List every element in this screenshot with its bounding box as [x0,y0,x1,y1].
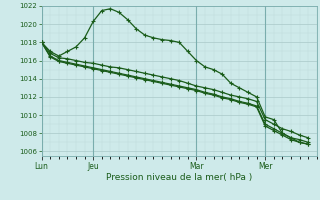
X-axis label: Pression niveau de la mer( hPa ): Pression niveau de la mer( hPa ) [106,173,252,182]
